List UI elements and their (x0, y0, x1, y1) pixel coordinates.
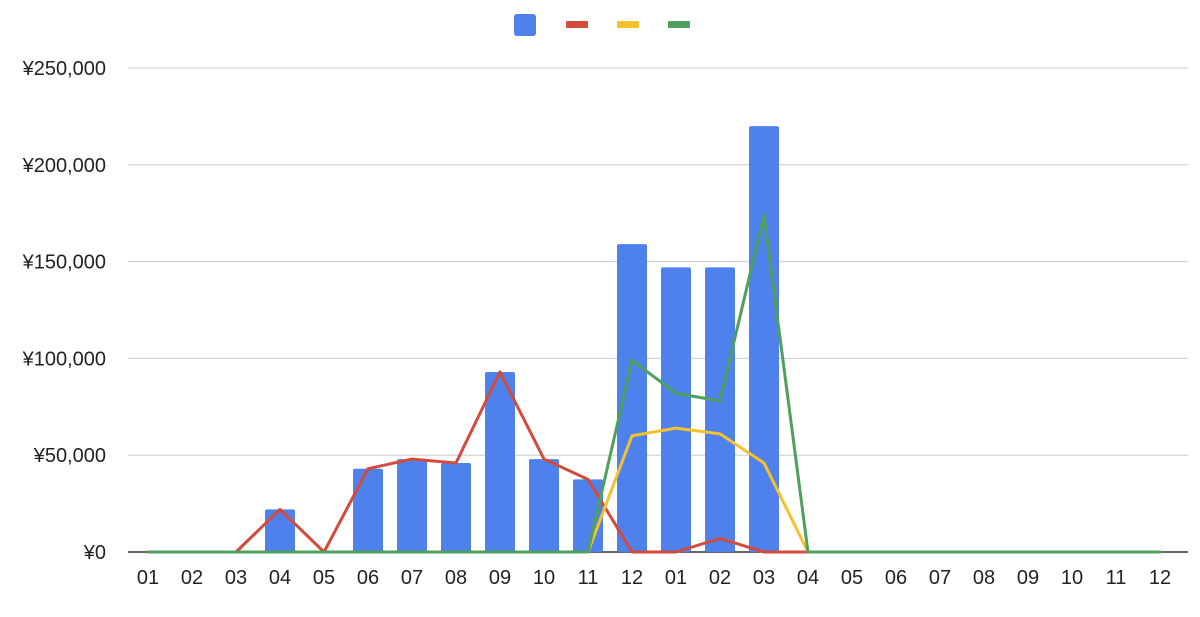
bar (265, 509, 295, 552)
x-tick-label: 11 (578, 567, 599, 589)
x-tick-label: 04 (269, 567, 291, 589)
x-tick-label: 10 (533, 567, 555, 589)
x-tick-label: 02 (709, 567, 731, 589)
x-tick-label: 05 (313, 567, 335, 589)
bar (353, 468, 383, 552)
x-tick-label: 03 (225, 567, 247, 589)
x-tick-label: 08 (445, 567, 467, 589)
x-tick-label: 07 (929, 567, 951, 589)
x-tick-label: 04 (797, 567, 819, 589)
y-tick-label: ¥0 (83, 542, 106, 564)
x-tick-label: 12 (621, 567, 643, 589)
legend-key-line (617, 21, 639, 28)
x-tick-label: 03 (753, 567, 775, 589)
gridlines (128, 67, 1188, 553)
y-axis-ticks: ¥0 ¥50,000 ¥100,000 ¥150,000 ¥200,000 ¥250,00… (22, 58, 106, 564)
y-tick-label: ¥250,000 (22, 58, 106, 80)
bar-series (265, 126, 779, 552)
series-line (146, 370, 1162, 554)
y-tick-label: ¥150,000 (22, 252, 106, 274)
y-tick-label: ¥200,000 (22, 155, 106, 177)
legend-key-bar (514, 14, 536, 36)
x-tick-label: 12 (1149, 567, 1171, 589)
x-tick-label: 11 (1106, 567, 1127, 589)
bar (485, 371, 515, 552)
x-tick-label: 06 (357, 567, 379, 589)
y-tick-label: ¥50,000 (33, 445, 106, 467)
x-tick-label: 07 (401, 567, 423, 589)
x-tick-label: 08 (973, 567, 995, 589)
x-axis-ticks: 01 02 03 04 05 06 07 08 09 10 11 12 01 02 03 04 05 06 07 08… (137, 567, 1171, 589)
legend-key-line (668, 21, 690, 28)
bar (397, 459, 427, 552)
bar (705, 267, 735, 552)
bar (617, 244, 647, 552)
bar (749, 126, 779, 552)
x-tick-label: 10 (1061, 567, 1083, 589)
bar (441, 462, 471, 552)
legend-key-line (566, 21, 588, 28)
x-tick-label: 09 (489, 567, 511, 589)
x-tick-label: 01 (137, 567, 159, 589)
x-tick-label: 02 (181, 567, 203, 589)
series-line (146, 213, 1162, 554)
line-series (146, 213, 1162, 554)
bar (661, 267, 691, 552)
x-tick-label: 01 (665, 567, 687, 589)
bar (573, 479, 603, 552)
x-tick-label: 05 (841, 567, 863, 589)
legend (514, 14, 690, 36)
y-tick-label: ¥100,000 (22, 348, 106, 370)
series-line (146, 426, 1162, 554)
x-tick-label: 06 (885, 567, 907, 589)
x-tick-label: 09 (1017, 567, 1039, 589)
bar (529, 459, 559, 552)
